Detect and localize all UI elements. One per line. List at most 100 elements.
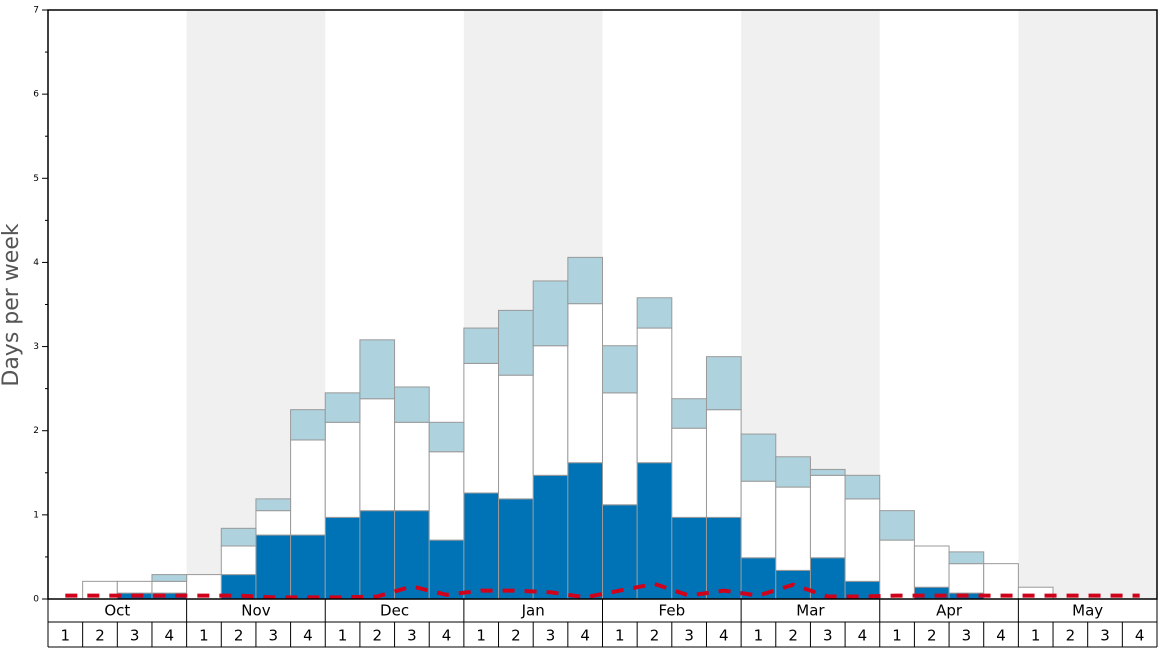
x-tick-label: 1 xyxy=(892,627,902,645)
bar-segment xyxy=(428,539,465,600)
y-tick-label: 3 xyxy=(33,342,39,352)
bar-segment xyxy=(463,492,500,600)
month-label: Mar xyxy=(796,602,825,620)
bar-segment xyxy=(775,486,811,571)
bar-segment xyxy=(636,297,673,329)
bar-segment xyxy=(394,421,430,512)
bar-segment xyxy=(428,451,465,541)
month-band xyxy=(1018,10,1157,599)
bar-segment xyxy=(671,398,707,429)
bar-segment xyxy=(671,516,707,600)
bar-segment xyxy=(290,439,326,536)
bar-segment xyxy=(394,510,430,600)
bar-segment xyxy=(844,498,881,582)
x-tick-label: 4 xyxy=(719,627,729,645)
y-axis-label: Days per week xyxy=(0,223,24,386)
bar-segment xyxy=(602,504,638,600)
bar-segment xyxy=(705,516,742,600)
month-label: Apr xyxy=(936,602,963,620)
x-tick-label: 3 xyxy=(546,627,556,645)
x-tick-label: 2 xyxy=(788,627,798,645)
x-tick-label: 2 xyxy=(650,627,660,645)
bar-segment xyxy=(705,356,742,411)
x-tick-label: 3 xyxy=(1100,627,1110,645)
x-tick-label: 2 xyxy=(234,627,244,645)
y-tick-label: 0 xyxy=(33,595,39,605)
x-tick-label: 1 xyxy=(476,627,486,645)
bar-segment xyxy=(636,327,673,464)
bar-segment xyxy=(809,474,846,559)
bar-segment xyxy=(428,421,465,453)
bar-segment xyxy=(671,427,707,518)
bar-segment xyxy=(809,468,846,476)
x-tick-label: 4 xyxy=(580,627,590,645)
bar-segment xyxy=(463,327,500,364)
bar-segment xyxy=(567,462,603,600)
y-tick-label: 2 xyxy=(33,426,39,436)
x-tick-label: 1 xyxy=(615,627,625,645)
x-tick-label: 1 xyxy=(199,627,209,645)
bar-segment xyxy=(220,527,257,547)
bar-segment xyxy=(463,362,500,494)
month-label: Dec xyxy=(380,602,409,620)
x-tick-label: 3 xyxy=(407,627,417,645)
bar-segment xyxy=(602,345,638,394)
x-tick-label: 2 xyxy=(511,627,521,645)
x-tick-label: 1 xyxy=(338,627,348,645)
bar-segment xyxy=(498,374,534,500)
bar-segment xyxy=(740,480,777,559)
x-tick-label: 4 xyxy=(165,627,175,645)
x-tick-label: 3 xyxy=(268,627,278,645)
y-tick-label: 7 xyxy=(33,6,39,16)
bar-segment xyxy=(879,510,915,541)
x-tick-label: 2 xyxy=(95,627,105,645)
x-tick-label: 3 xyxy=(684,627,694,645)
y-tick-label: 4 xyxy=(33,258,39,268)
bar-segment xyxy=(567,303,603,464)
bar-segment xyxy=(567,256,603,305)
bar-segment xyxy=(775,456,811,488)
line xyxy=(65,581,1140,600)
bar-segment xyxy=(705,409,742,518)
x-tick-label: 1 xyxy=(61,627,71,645)
bar-segment xyxy=(220,545,257,576)
month-label: May xyxy=(1072,602,1103,620)
x-tick-label: 2 xyxy=(1066,627,1076,645)
bar-segment xyxy=(290,534,326,600)
bar-segment xyxy=(359,398,396,512)
x-tick-label: 4 xyxy=(442,627,452,645)
x-tick-label: 4 xyxy=(996,627,1006,645)
y-tick-label: 1 xyxy=(33,510,39,520)
bar-segment xyxy=(879,539,915,600)
bar-segment xyxy=(602,392,638,506)
bar-segment xyxy=(151,580,188,594)
x-tick-label: 3 xyxy=(130,627,140,645)
bar-segment xyxy=(983,563,1019,600)
bar-segment xyxy=(359,339,396,400)
month-label: Oct xyxy=(104,602,130,620)
x-tick-label: 1 xyxy=(754,627,764,645)
bar-segment xyxy=(324,516,361,600)
bar-segment xyxy=(636,462,673,600)
bar-segment xyxy=(948,551,985,565)
bar-segment xyxy=(844,474,881,500)
y-tick-label: 6 xyxy=(33,90,39,100)
y-tick-label: 5 xyxy=(33,174,39,184)
bar-segment xyxy=(116,580,153,594)
x-tick-label: 2 xyxy=(372,627,382,645)
bar-segment xyxy=(498,498,534,600)
month-label: Nov xyxy=(241,602,270,620)
bar-segment xyxy=(359,510,396,600)
bar-segment xyxy=(324,392,361,423)
bar-segment xyxy=(255,510,292,536)
bar-segment xyxy=(532,280,569,347)
bar-segment xyxy=(532,474,569,600)
bar-segment xyxy=(394,386,430,423)
bar-segment xyxy=(255,498,292,512)
bar-segment xyxy=(290,409,326,441)
bar-segment xyxy=(913,545,950,588)
x-tick-label: 2 xyxy=(927,627,937,645)
bar-segment xyxy=(151,574,188,582)
